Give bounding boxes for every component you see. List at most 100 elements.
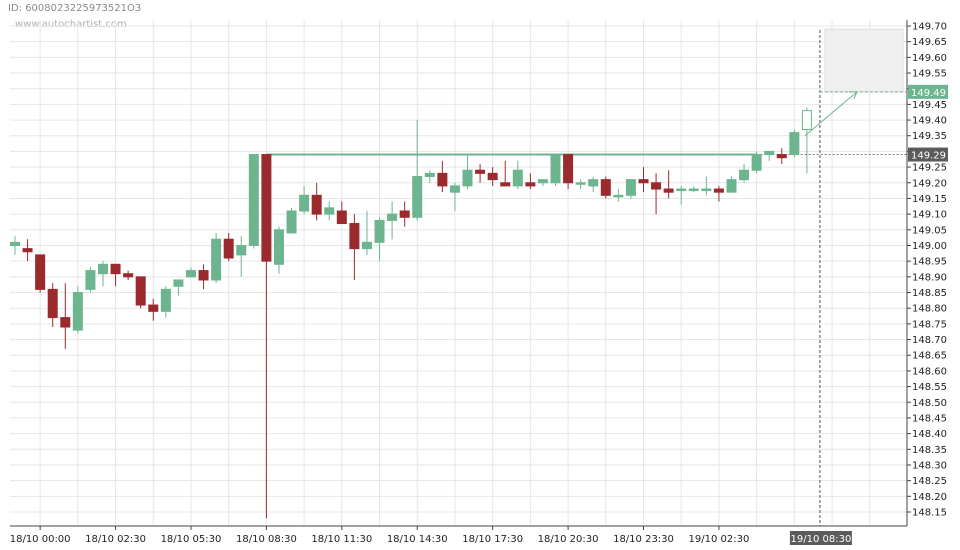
y-tick-label: 148.95	[912, 257, 947, 268]
x-tick-label: 18/10 00:00	[10, 534, 71, 545]
y-tick-label: 149.40	[912, 116, 947, 127]
current-time-badge-text: 19/10 08:30	[790, 534, 851, 545]
x-tick-label: 18/10 14:30	[387, 534, 448, 545]
y-tick-label: 149.60	[912, 53, 947, 64]
target-zone	[824, 28, 904, 93]
candle-body	[563, 154, 574, 184]
x-tick-label: 18/10 17:30	[462, 534, 523, 545]
candle-body	[349, 223, 360, 250]
y-tick-label: 148.40	[912, 429, 947, 440]
candle-body	[688, 188, 699, 192]
forecast-arrow	[804, 91, 858, 137]
x-tick-label: 18/10 05:30	[161, 534, 222, 545]
candle-body	[35, 254, 46, 290]
y-tick-label: 148.25	[912, 476, 947, 487]
candle-body	[751, 154, 762, 171]
forecast-arrow-head	[848, 91, 858, 100]
candle-body	[286, 210, 297, 234]
current-price-badge-text: 149.29	[911, 151, 946, 162]
candle-body	[336, 210, 347, 225]
y-tick-label: 148.75	[912, 319, 947, 330]
y-tick-label: 148.85	[912, 288, 947, 299]
candle-body	[713, 188, 724, 193]
y-tick-label: 148.50	[912, 398, 947, 409]
candle-body	[261, 154, 272, 262]
candle-body	[776, 154, 787, 159]
current-price-badge	[908, 147, 948, 162]
candle-body	[739, 169, 750, 181]
current-time-badge	[789, 531, 852, 545]
y-tick-label: 148.15	[912, 508, 947, 519]
y-tick-label: 148.45	[912, 413, 947, 424]
y-tick-label: 148.80	[912, 304, 947, 315]
candle-body	[60, 317, 71, 328]
target-price-badge-text: 149.49	[911, 88, 946, 99]
y-tick-label: 149.35	[912, 131, 947, 142]
candle-body	[449, 185, 460, 193]
y-tick-label: 148.35	[912, 445, 947, 456]
candle-body	[110, 263, 121, 275]
candle-body	[22, 248, 33, 253]
candle-body	[160, 288, 171, 312]
y-tick-label: 148.70	[912, 335, 947, 346]
y-tick-label: 149.10	[912, 210, 947, 221]
candle-body	[72, 292, 83, 331]
candle-body	[399, 210, 410, 218]
y-tick-label: 148.20	[912, 492, 947, 503]
candle-body	[85, 270, 96, 290]
y-tick-label: 148.65	[912, 351, 947, 362]
candle-body	[801, 110, 812, 130]
y-tick-label: 149.70	[912, 22, 947, 33]
x-tick-label: 18/10 02:30	[85, 534, 146, 545]
candle-body	[537, 179, 548, 184]
candle-body	[437, 172, 448, 187]
chart-id-label: ID: 6008023225973521O3	[8, 3, 142, 14]
candle-body	[638, 179, 649, 184]
candle-body	[588, 179, 599, 187]
candle-body	[600, 179, 611, 196]
candle-body	[273, 229, 284, 265]
candle-body	[185, 270, 196, 278]
y-tick-label: 149.55	[912, 69, 947, 80]
target-price-badge	[908, 84, 948, 99]
candle-body	[500, 182, 511, 187]
candle-body	[148, 304, 159, 312]
candle-body	[387, 213, 398, 221]
candle-body	[248, 154, 259, 246]
candle-body	[311, 194, 322, 215]
candle-body	[701, 188, 712, 192]
x-tick-label: 18/10 08:30	[236, 534, 297, 545]
candle-body	[550, 154, 561, 184]
y-tick-label: 149.65	[912, 37, 947, 48]
candle-body	[726, 179, 737, 193]
candle-body	[613, 194, 624, 198]
candle-body	[475, 169, 486, 174]
candle-body	[10, 241, 20, 246]
candle-body	[236, 244, 247, 256]
x-tick-label: 18/10 11:30	[311, 534, 372, 545]
candle-body	[424, 172, 435, 178]
candle-body	[525, 182, 536, 187]
y-tick-label: 149.45	[912, 100, 947, 111]
candle-body	[676, 188, 687, 192]
candle-body	[198, 270, 209, 281]
x-tick-label: 18/10 20:30	[538, 534, 599, 545]
watermark: www.autochartist.com	[15, 19, 127, 30]
candle-body	[223, 238, 234, 259]
y-tick-label: 148.55	[912, 382, 947, 393]
candle-body	[374, 219, 385, 243]
candle-body	[135, 276, 146, 306]
candle-body	[123, 273, 134, 278]
x-tick-label: 18/10 23:30	[613, 534, 674, 545]
candle-body	[575, 182, 586, 185]
candle-body	[299, 194, 310, 212]
candle-body	[412, 176, 423, 218]
y-tick-label: 149.25	[912, 163, 947, 174]
candle-body	[764, 150, 775, 156]
y-tick-label: 149.20	[912, 178, 947, 189]
candle-body	[173, 279, 184, 287]
candle-body	[625, 179, 636, 196]
candle-body	[789, 132, 800, 156]
candle-body	[97, 263, 108, 275]
